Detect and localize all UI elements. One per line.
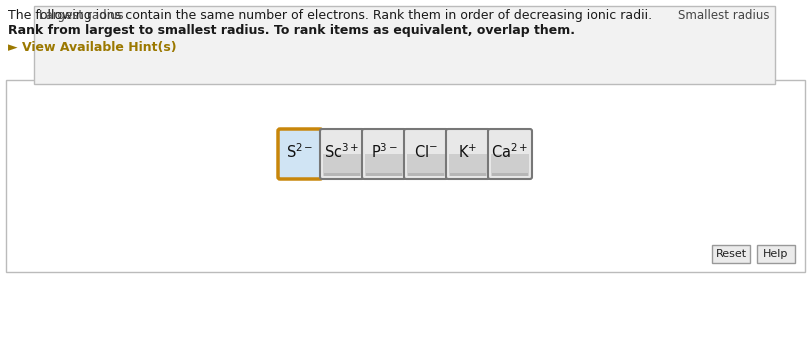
Text: Reset: Reset: [715, 249, 747, 259]
FancyBboxPatch shape: [278, 129, 322, 179]
FancyBboxPatch shape: [362, 129, 406, 179]
Text: Help: Help: [763, 249, 788, 259]
FancyBboxPatch shape: [449, 154, 487, 176]
Bar: [408, 173, 444, 176]
FancyBboxPatch shape: [34, 6, 775, 84]
FancyBboxPatch shape: [323, 154, 361, 176]
FancyBboxPatch shape: [712, 245, 750, 263]
FancyBboxPatch shape: [404, 129, 448, 179]
Text: $\mathregular{P}^{3−}$: $\mathregular{P}^{3−}$: [371, 143, 397, 161]
Text: $\mathregular{K}^{+}$: $\mathregular{K}^{+}$: [458, 143, 478, 161]
Text: $\mathregular{S}^{2−}$: $\mathregular{S}^{2−}$: [286, 143, 314, 161]
Text: Largest radius: Largest radius: [39, 9, 123, 22]
Bar: [324, 173, 360, 176]
Text: ► View Available Hint(s): ► View Available Hint(s): [8, 41, 177, 54]
FancyBboxPatch shape: [491, 154, 529, 176]
Bar: [366, 173, 402, 176]
Text: $\mathregular{Cl}^{−}$: $\mathregular{Cl}^{−}$: [414, 144, 438, 160]
FancyBboxPatch shape: [446, 129, 490, 179]
FancyBboxPatch shape: [407, 154, 445, 176]
Text: Rank from largest to smallest radius. To rank items as equivalent, overlap them.: Rank from largest to smallest radius. To…: [8, 24, 575, 37]
FancyBboxPatch shape: [365, 154, 403, 176]
FancyBboxPatch shape: [320, 129, 364, 179]
Bar: [450, 173, 486, 176]
Text: Smallest radius: Smallest radius: [679, 9, 770, 22]
Bar: [492, 173, 528, 176]
FancyBboxPatch shape: [757, 245, 795, 263]
Text: $\mathregular{Sc}^{3+}$: $\mathregular{Sc}^{3+}$: [324, 143, 360, 161]
FancyBboxPatch shape: [488, 129, 532, 179]
Text: $\mathregular{Ca}^{2+}$: $\mathregular{Ca}^{2+}$: [491, 143, 529, 161]
Text: The following ions contain the same number of electrons. Rank them in order of d: The following ions contain the same numb…: [8, 9, 652, 22]
FancyBboxPatch shape: [6, 80, 805, 272]
